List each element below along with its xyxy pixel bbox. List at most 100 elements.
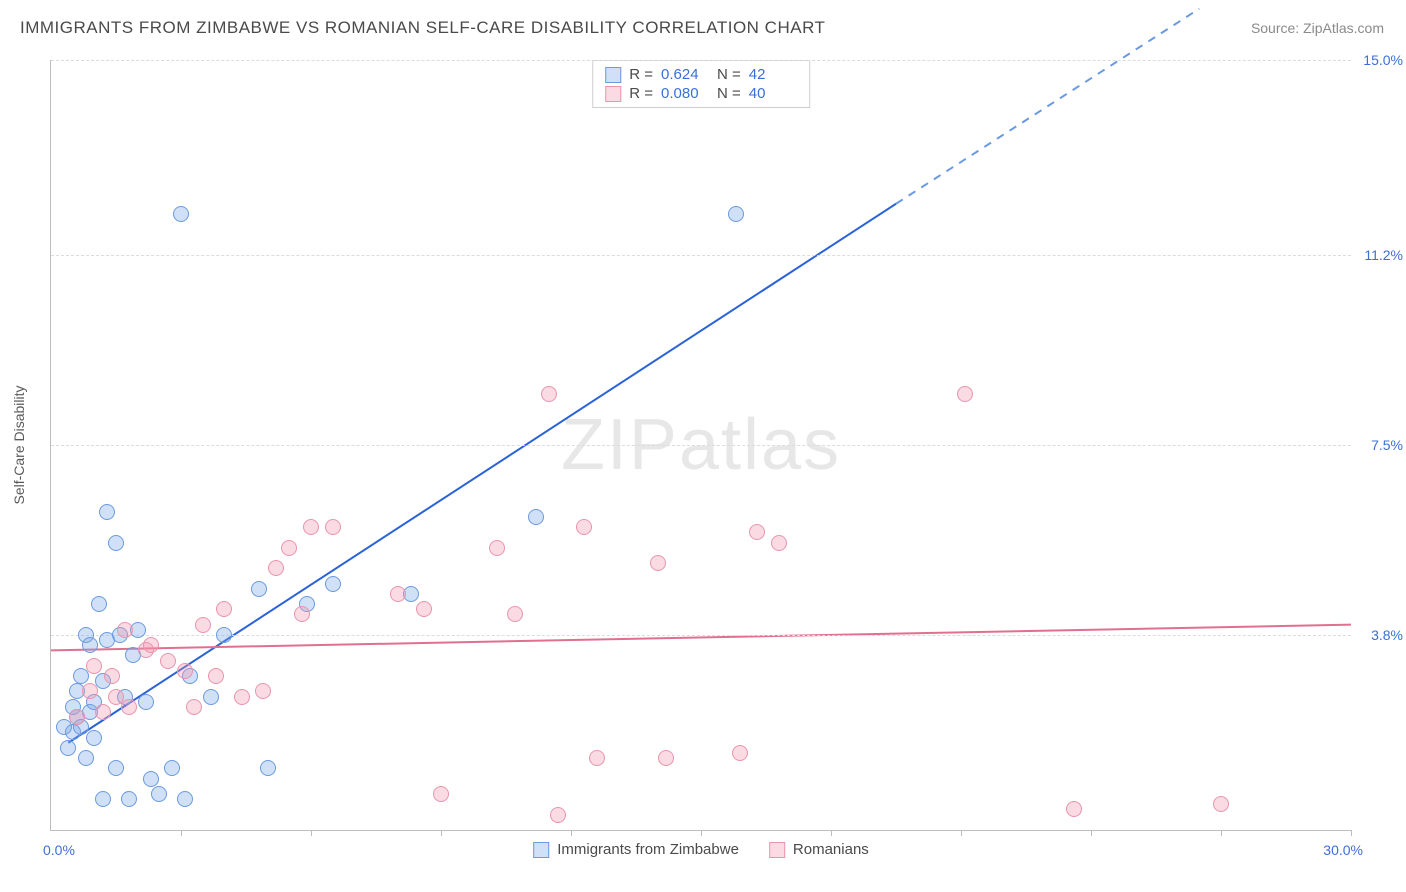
legend-label-zimbabwe: Immigrants from Zimbabwe xyxy=(557,841,739,858)
trend-line-dash-zimbabwe xyxy=(896,9,1199,204)
data-point-romanians xyxy=(216,601,232,617)
swatch-romanians xyxy=(605,86,621,102)
y-tick-label: 7.5% xyxy=(1371,437,1403,453)
data-point-romanians xyxy=(208,668,224,684)
x-tick xyxy=(831,830,832,836)
data-point-romanians xyxy=(177,663,193,679)
x-tick xyxy=(1221,830,1222,836)
correlation-stats-box: R = 0.624 N = 42R = 0.080 N = 40 xyxy=(592,60,810,108)
data-point-romanians xyxy=(550,807,566,823)
data-point-romanians xyxy=(294,606,310,622)
data-point-romanians xyxy=(416,601,432,617)
x-tick xyxy=(571,830,572,836)
r-label: R = xyxy=(629,85,653,102)
data-point-romanians xyxy=(303,519,319,535)
data-point-zimbabwe xyxy=(86,730,102,746)
data-point-romanians xyxy=(771,535,787,551)
data-point-zimbabwe xyxy=(216,627,232,643)
trend-line-romanians xyxy=(51,625,1351,651)
gridline-h xyxy=(51,445,1351,446)
data-point-zimbabwe xyxy=(108,760,124,776)
data-point-zimbabwe xyxy=(82,637,98,653)
data-point-romanians xyxy=(957,386,973,402)
legend-item-romanians: Romanians xyxy=(769,841,869,858)
data-point-romanians xyxy=(255,683,271,699)
data-point-romanians xyxy=(541,386,557,402)
data-point-zimbabwe xyxy=(121,791,137,807)
plot-area: Self-Care Disability ZIPatlas R =0.624N … xyxy=(50,60,1351,831)
data-point-zimbabwe xyxy=(164,760,180,776)
y-tick-label: 11.2% xyxy=(1364,247,1403,263)
stats-row-zimbabwe: R =0.624N =42 xyxy=(605,65,797,84)
trend-line-zimbabwe xyxy=(68,204,896,743)
x-axis-min-label: 0.0% xyxy=(43,842,75,858)
data-point-romanians xyxy=(576,519,592,535)
data-point-romanians xyxy=(268,560,284,576)
data-point-zimbabwe xyxy=(325,576,341,592)
data-point-romanians xyxy=(86,658,102,674)
legend-swatch-romanians xyxy=(769,842,785,858)
data-point-zimbabwe xyxy=(251,581,267,597)
data-point-romanians xyxy=(433,786,449,802)
data-point-zimbabwe xyxy=(95,791,111,807)
chart-title: IMMIGRANTS FROM ZIMBABWE VS ROMANIAN SEL… xyxy=(20,18,825,38)
data-point-zimbabwe xyxy=(60,740,76,756)
data-point-romanians xyxy=(589,750,605,766)
data-point-zimbabwe xyxy=(528,509,544,525)
x-tick xyxy=(311,830,312,836)
swatch-zimbabwe xyxy=(605,67,621,83)
y-axis-title: Self-Care Disability xyxy=(11,385,27,504)
data-point-romanians xyxy=(390,586,406,602)
x-tick xyxy=(1351,830,1352,836)
data-point-zimbabwe xyxy=(91,596,107,612)
data-point-romanians xyxy=(69,709,85,725)
data-point-romanians xyxy=(1066,801,1082,817)
gridline-h xyxy=(51,60,1351,61)
n-label: N = xyxy=(717,85,741,102)
data-point-romanians xyxy=(732,745,748,761)
data-point-romanians xyxy=(186,699,202,715)
data-point-romanians xyxy=(325,519,341,535)
x-tick xyxy=(701,830,702,836)
data-point-zimbabwe xyxy=(78,750,94,766)
chart-container: IMMIGRANTS FROM ZIMBABWE VS ROMANIAN SEL… xyxy=(0,0,1406,892)
data-point-romanians xyxy=(234,689,250,705)
data-point-romanians xyxy=(1213,796,1229,812)
source-attribution: Source: ZipAtlas.com xyxy=(1251,20,1384,36)
n-value-romanians: 40 xyxy=(749,85,797,102)
x-tick xyxy=(441,830,442,836)
data-point-zimbabwe xyxy=(138,694,154,710)
data-point-romanians xyxy=(160,653,176,669)
data-point-zimbabwe xyxy=(99,504,115,520)
r-value-romanians: 0.080 xyxy=(661,85,709,102)
legend-label-romanians: Romanians xyxy=(793,841,869,858)
data-point-romanians xyxy=(489,540,505,556)
stats-row-romanians: R = 0.080 N = 40 xyxy=(605,84,797,103)
data-point-romanians xyxy=(143,637,159,653)
data-point-zimbabwe xyxy=(108,535,124,551)
gridline-h xyxy=(51,255,1351,256)
gridline-h xyxy=(51,635,1351,636)
data-point-zimbabwe xyxy=(203,689,219,705)
data-point-romanians xyxy=(749,524,765,540)
series-legend: Immigrants from Zimbabwe Romanians xyxy=(533,841,869,858)
data-point-romanians xyxy=(82,683,98,699)
data-point-romanians xyxy=(507,606,523,622)
data-point-romanians xyxy=(281,540,297,556)
data-point-zimbabwe xyxy=(260,760,276,776)
legend-item-zimbabwe: Immigrants from Zimbabwe xyxy=(533,841,739,858)
n-value-zimbabwe: 42 xyxy=(749,66,797,83)
data-point-romanians xyxy=(658,750,674,766)
x-tick xyxy=(181,830,182,836)
data-point-romanians xyxy=(195,617,211,633)
y-tick-label: 3.8% xyxy=(1371,627,1403,643)
n-label: N = xyxy=(717,66,741,83)
x-axis-max-label: 30.0% xyxy=(1323,842,1363,858)
data-point-romanians xyxy=(117,622,133,638)
x-tick xyxy=(1091,830,1092,836)
data-point-zimbabwe xyxy=(728,206,744,222)
data-point-zimbabwe xyxy=(173,206,189,222)
data-point-romanians xyxy=(95,704,111,720)
x-tick xyxy=(961,830,962,836)
r-value-zimbabwe: 0.624 xyxy=(661,66,709,83)
